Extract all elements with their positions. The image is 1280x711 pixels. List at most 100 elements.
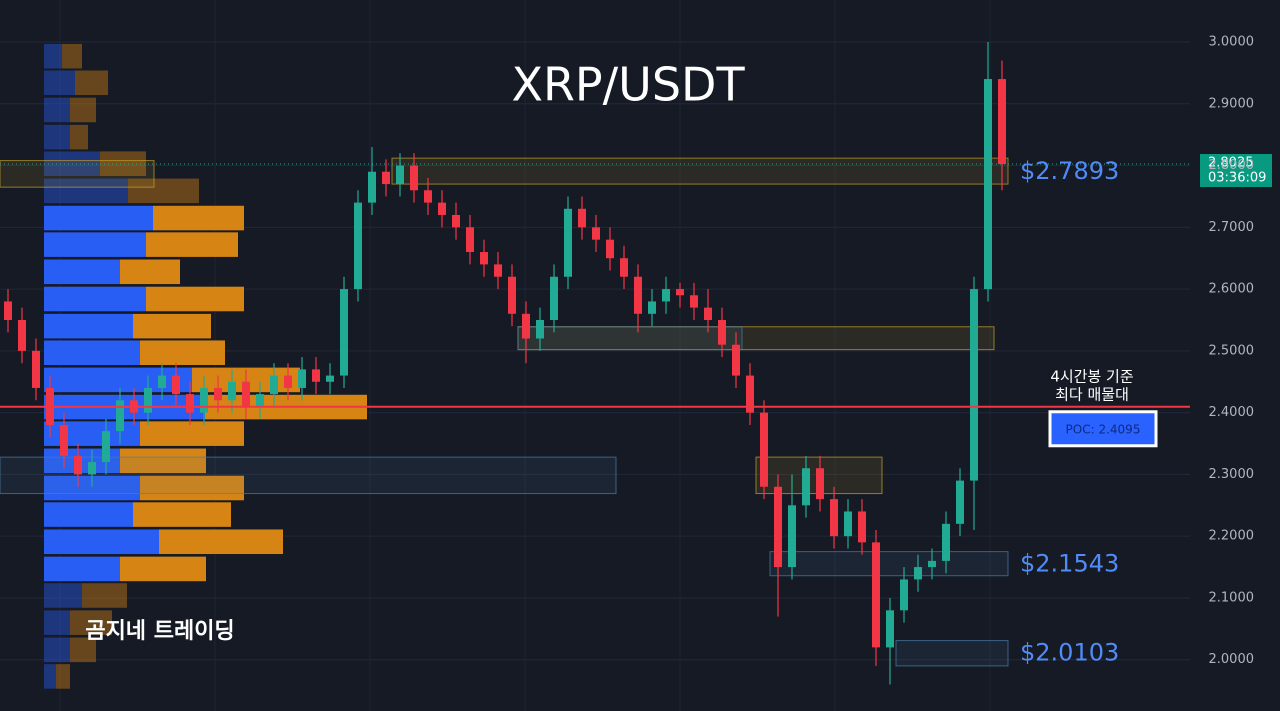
buy-volume — [44, 610, 70, 635]
buy-volume — [44, 583, 82, 608]
sell-volume — [146, 232, 238, 257]
candle-body — [578, 208, 586, 228]
candle-body — [158, 375, 166, 388]
candle-body — [760, 412, 768, 487]
candle-body — [32, 350, 40, 388]
buy-volume — [44, 664, 56, 689]
candle-body — [340, 289, 348, 376]
buy-volume — [44, 367, 192, 393]
candle-body — [830, 499, 838, 537]
candle-body — [382, 171, 390, 185]
y-tick-label: 2.8000 — [1209, 158, 1255, 173]
candle-body — [312, 369, 320, 382]
buy-volume — [44, 97, 70, 123]
y-tick-label: 2.1000 — [1209, 590, 1255, 605]
candle-body — [326, 375, 334, 382]
poc-label: POC: 2.4095 — [1066, 422, 1141, 436]
current-price-box — [1200, 154, 1272, 188]
buy-volume — [44, 421, 140, 446]
candle-body — [270, 375, 278, 395]
zone — [517, 326, 743, 351]
candle-body — [606, 239, 614, 259]
countdown: 03:36:09 — [1208, 171, 1266, 186]
buy-volume — [44, 502, 133, 527]
candle-body — [676, 289, 684, 296]
price-label: $2.0103 — [1020, 638, 1119, 666]
candle-body — [368, 171, 376, 203]
candle-body — [816, 468, 824, 500]
sell-volume — [70, 124, 88, 150]
candle-body — [718, 319, 726, 345]
poc-box — [1048, 410, 1158, 448]
buy-volume — [44, 70, 75, 96]
y-tick-label: 2.6000 — [1209, 282, 1255, 297]
candle-body — [886, 610, 894, 648]
sell-volume — [133, 502, 231, 527]
y-tick-label: 2.3000 — [1209, 467, 1255, 482]
sell-volume — [70, 97, 96, 123]
sell-volume — [75, 70, 108, 96]
candle-body — [914, 567, 922, 580]
sell-volume — [159, 529, 283, 555]
candle-body — [214, 387, 222, 401]
candle-body — [774, 486, 782, 568]
poc-note: 4시간봉 기준 — [1050, 367, 1134, 385]
sell-volume — [82, 583, 127, 608]
buy-volume — [44, 43, 62, 69]
candle-body — [60, 424, 68, 456]
buy-volume — [44, 529, 159, 555]
sell-volume — [133, 313, 211, 339]
candle-body — [298, 369, 306, 388]
buy-volume — [44, 205, 153, 231]
candle-body — [172, 375, 180, 395]
sell-volume — [120, 448, 206, 474]
poc-note: 최다 매물대 — [1055, 385, 1129, 403]
sell-volume — [140, 421, 244, 446]
candles — [4, 42, 1006, 685]
candle-body — [662, 289, 670, 302]
sell-volume — [100, 151, 146, 176]
candle-body — [466, 227, 474, 253]
candle-body — [522, 313, 530, 339]
buy-volume — [44, 124, 70, 150]
zone — [0, 456, 617, 495]
sell-volume — [140, 475, 244, 501]
y-tick-label: 2.7000 — [1209, 220, 1255, 235]
candle-body — [592, 227, 600, 240]
y-tick-label: 2.0000 — [1209, 652, 1255, 667]
candle-body — [620, 258, 628, 277]
candle-body — [564, 208, 572, 277]
candle-body — [550, 276, 558, 320]
sell-volume — [70, 637, 96, 663]
candle-body — [928, 560, 936, 568]
candle-body — [998, 79, 1006, 165]
sell-volume — [120, 259, 180, 285]
candle-body — [424, 190, 432, 203]
chart-title: XRP/USDT — [511, 58, 745, 112]
candle-body — [102, 431, 110, 463]
candle-body — [970, 289, 978, 481]
candle-body — [634, 276, 642, 314]
candle-body — [788, 505, 796, 568]
sell-volume — [70, 610, 112, 635]
y-tick-label: 2.4000 — [1209, 405, 1255, 420]
candle-body — [942, 523, 950, 561]
zone — [391, 157, 1009, 185]
watermark: 곰지네 트레이딩 — [85, 619, 234, 644]
buy-volume — [44, 556, 120, 582]
buy-volume — [44, 313, 133, 339]
candle-body — [186, 394, 194, 413]
current-price-label: 2.8025 — [1208, 156, 1254, 171]
candle-body — [18, 319, 26, 351]
buy-volume — [44, 259, 120, 285]
buy-volume — [44, 637, 70, 663]
sell-volume — [140, 340, 225, 366]
candle-body — [536, 319, 544, 339]
y-tick-label: 3.0000 — [1209, 35, 1255, 50]
candle-body — [704, 307, 712, 320]
candle-body — [4, 301, 12, 320]
candle-body — [690, 295, 698, 308]
y-tick-label: 2.2000 — [1209, 529, 1255, 544]
sell-volume — [146, 286, 244, 312]
